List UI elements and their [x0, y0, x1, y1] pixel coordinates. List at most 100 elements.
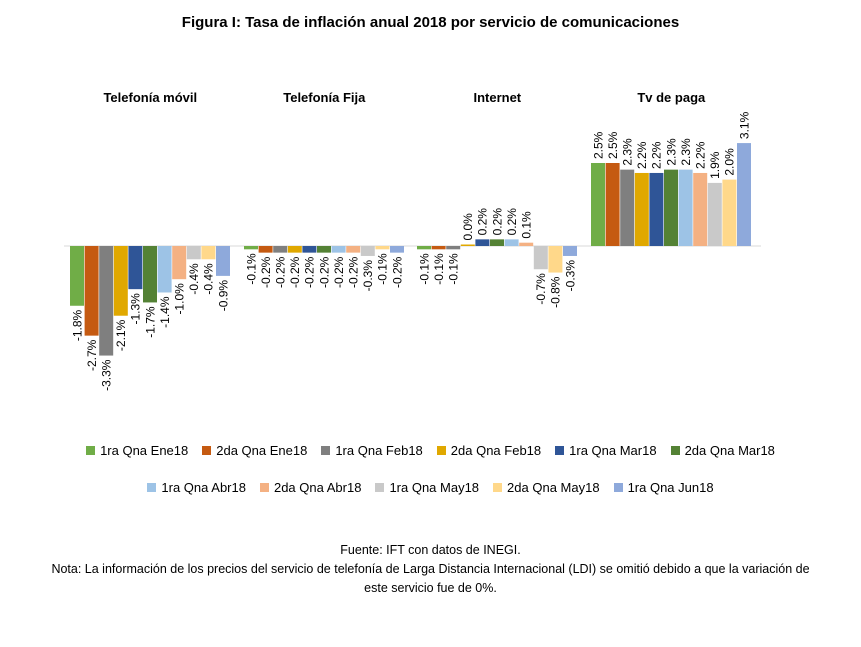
bar: [390, 246, 404, 253]
bar: [707, 182, 722, 246]
legend-item: 1ra Qna May18: [375, 480, 479, 495]
legend-label: 1ra Qna May18: [389, 480, 480, 495]
category-label: Tv de paga: [637, 90, 706, 105]
bar: [244, 246, 258, 250]
data-label: -0.2%: [347, 256, 361, 288]
bar: [287, 246, 302, 253]
bar: [693, 172, 708, 246]
bar: [678, 169, 693, 246]
legend-label: 2da Qna Feb18: [450, 443, 542, 458]
data-label: -0.4%: [187, 263, 201, 295]
bar: [620, 169, 635, 246]
bar: [519, 242, 534, 246]
legend-swatch: [259, 483, 269, 492]
bar: [375, 246, 390, 250]
omission-note-line1: Nota: La información de los precios del …: [51, 562, 810, 576]
data-label: -0.1%: [244, 253, 258, 285]
data-label: -0.4%: [202, 263, 216, 295]
data-label: -0.2%: [317, 256, 331, 288]
bar: [431, 246, 446, 250]
legend-label: 1ra Qna Mar18: [569, 443, 657, 458]
data-label: -0.1%: [417, 253, 431, 285]
omission-note-line2: este servicio fue de 0%.: [364, 581, 497, 595]
bar: [128, 246, 143, 290]
legend-swatch: [147, 483, 157, 492]
data-label: -0.2%: [303, 256, 317, 288]
bar: [331, 246, 346, 253]
bar: [172, 246, 187, 280]
bar: [113, 246, 128, 316]
bar: [157, 246, 172, 293]
data-label: -1.3%: [129, 293, 143, 325]
data-label: 0.0%: [461, 213, 475, 241]
data-label: -0.2%: [332, 256, 346, 288]
data-label: 0.2%: [505, 208, 519, 236]
data-label: -2.1%: [114, 319, 128, 351]
legend-item: 1ra Qna Ene18: [86, 443, 188, 458]
data-label: -3.3%: [100, 359, 114, 391]
legend-item: 1ra Qna Mar18: [555, 443, 657, 458]
bar: [417, 246, 431, 250]
data-label: 3.1%: [737, 111, 751, 139]
legend-row-1: 1ra Qna Ene18 2da Qna Ene18 1ra Qna Feb18 2…: [0, 443, 861, 458]
bar: [258, 246, 273, 253]
legend-item: 1ra Qna Feb18: [321, 443, 423, 458]
bar: [186, 246, 201, 260]
legend-label: 2da Qna Mar18: [684, 443, 775, 458]
data-label: 2.2%: [635, 141, 649, 169]
data-label: 0.2%: [490, 208, 504, 236]
bar: [143, 246, 157, 303]
bar: [346, 246, 361, 253]
legend-item: 1ra Qna Jun18: [613, 480, 714, 495]
bar: [605, 163, 620, 246]
legend-swatch: [436, 446, 446, 455]
bar: [360, 246, 375, 256]
bar: [302, 246, 317, 253]
category-label: Telefonía Fija: [283, 90, 366, 105]
legend-label: 1ra Qna Abr18: [161, 480, 246, 495]
data-label: 2.3%: [679, 138, 693, 166]
data-label: -1.0%: [173, 283, 187, 315]
bar: [460, 244, 475, 246]
data-label: 2.3%: [664, 138, 678, 166]
bar: [490, 239, 504, 246]
data-label: -0.2%: [288, 256, 302, 288]
data-label: 0.1%: [520, 211, 534, 239]
legend-item: 2da Qna Abr18: [259, 480, 361, 495]
data-label: -0.8%: [549, 276, 563, 308]
category-label: Telefonía móvil: [103, 90, 197, 105]
legend-item: 2da Qna Ene18: [202, 443, 307, 458]
legend-item: 2da Qna May18: [493, 480, 600, 495]
bar: [591, 163, 605, 246]
data-label: 0.2%: [476, 208, 490, 236]
data-label: -2.7%: [85, 339, 99, 371]
data-label: 1.9%: [708, 151, 722, 179]
legend-item: 2da Qna Feb18: [436, 443, 542, 458]
data-label: -0.2%: [274, 256, 288, 288]
bar: [99, 246, 114, 356]
bar: [70, 246, 84, 306]
data-label: -1.7%: [143, 306, 157, 338]
bar: [737, 143, 751, 246]
data-label: -0.1%: [432, 253, 446, 285]
source-note: Fuente: IFT con datos de INEGI.: [340, 543, 521, 557]
legend-label: 1ra Qna Feb18: [335, 443, 423, 458]
bar: [273, 246, 288, 253]
legend-swatch: [375, 483, 385, 492]
data-label: -0.2%: [259, 256, 273, 288]
data-label: -0.3%: [361, 260, 375, 292]
bar: [722, 179, 737, 246]
data-label: 2.2%: [694, 141, 708, 169]
bar: [504, 239, 519, 246]
legend-item: 1ra Qna Abr18: [147, 480, 246, 495]
data-label: 2.2%: [650, 141, 664, 169]
legend-swatch: [493, 483, 503, 492]
bar: [216, 246, 230, 276]
data-label: -0.7%: [534, 273, 548, 305]
data-label: -0.2%: [390, 256, 404, 288]
legend-label: 1ra Qna Ene18: [100, 443, 189, 458]
category-label: Internet: [473, 90, 521, 105]
legend-row-2: 1ra Qna Abr18 2da Qna Abr18 1ra Qna May18 2…: [0, 480, 861, 495]
data-label: 2.5%: [606, 131, 620, 159]
data-label: 2.3%: [621, 138, 635, 166]
